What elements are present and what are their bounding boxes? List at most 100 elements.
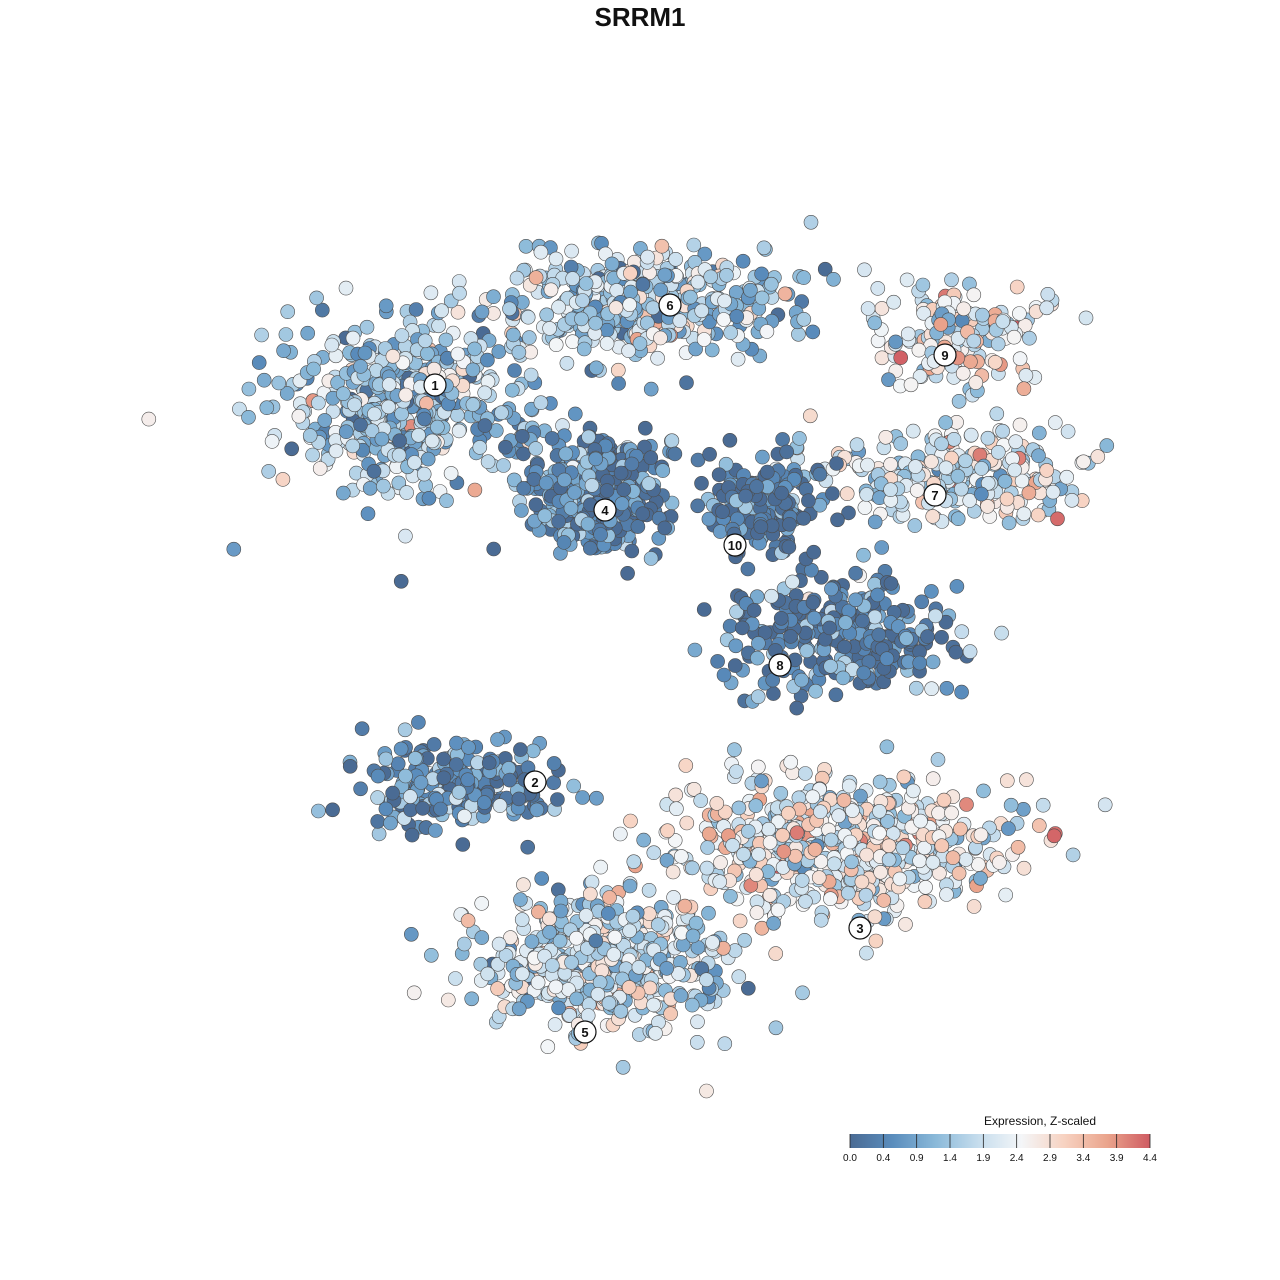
cell-point-cluster-3 (898, 917, 913, 932)
cell-point-cluster-5 (684, 997, 700, 1013)
cell-point-cluster-5 (690, 1014, 705, 1030)
cell-point-cluster-2 (575, 790, 590, 805)
cell-point-cluster-1 (480, 352, 495, 368)
cell-point-cluster-7 (1045, 484, 1061, 500)
cell-point-cluster-6 (599, 336, 615, 351)
cell-point-cluster-2 (457, 808, 472, 824)
cell-point-cluster-5 (677, 898, 693, 914)
cell-point-cluster-1 (399, 485, 414, 500)
cell-point-cluster-8 (939, 680, 955, 696)
cell-point-cluster-3 (845, 803, 860, 818)
cell-point-cluster-10 (755, 449, 770, 465)
cell-point-cluster-2 (520, 839, 536, 855)
cell-point-cluster-5 (440, 992, 456, 1008)
cell-point-cluster-6 (533, 244, 549, 260)
cell-point-cluster-7 (1012, 417, 1028, 433)
cell-point-cluster-9 (1039, 300, 1054, 316)
cell-point-cluster-1 (408, 302, 424, 317)
cell-point-cluster-9 (911, 342, 927, 358)
cell-point-cluster-1 (226, 541, 242, 557)
cell-point-cluster-1 (391, 475, 407, 491)
cell-point-cluster-6 (717, 293, 732, 309)
cell-point-cluster-3 (748, 798, 764, 814)
cell-point-cluster-6 (668, 251, 684, 267)
cell-point-cluster-9 (933, 317, 949, 332)
cell-point-cluster-7 (802, 408, 818, 424)
cell-point-cluster-4 (635, 506, 651, 522)
cell-point-cluster-2 (411, 715, 426, 730)
cell-point-cluster-3 (953, 821, 968, 837)
cell-point-cluster-3 (868, 933, 884, 949)
cell-points-layer (141, 215, 1115, 1099)
cell-point-cluster-3 (876, 893, 892, 908)
cell-point-cluster-5 (547, 1017, 563, 1032)
cell-point-cluster-3 (740, 823, 756, 839)
cell-point-cluster-5 (514, 912, 530, 927)
colorbar-tick-label: 0.0 (843, 1153, 857, 1164)
cell-point-cluster-7 (1064, 492, 1080, 508)
cell-point-cluster-1 (279, 386, 295, 401)
cell-point-cluster-1 (241, 381, 257, 397)
cell-point-cluster-8 (751, 636, 766, 651)
colorbar: 0.0 0.4 0.9 1.4 1.9 2.4 2.9 3.4 3.9 4.4 (843, 1134, 1157, 1164)
cell-point-cluster-5 (737, 932, 752, 948)
cell-point-cluster-1 (450, 304, 466, 320)
cell-point-cluster-10 (738, 488, 753, 504)
cell-point-cluster-6 (679, 375, 694, 391)
cell-point-cluster-4 (584, 478, 600, 493)
cell-point-cluster-5 (622, 878, 638, 894)
cell-point-cluster-3 (813, 912, 829, 928)
cell-point-cluster-3 (925, 771, 941, 787)
cell-point-cluster-7 (1016, 506, 1032, 522)
cell-point-cluster-5 (456, 936, 472, 952)
cell-point-cluster-7 (950, 468, 966, 484)
cell-point-cluster-5 (606, 947, 622, 962)
cell-point-cluster-5 (621, 980, 637, 995)
cell-point-cluster-3 (1065, 847, 1081, 863)
cell-point-cluster-3 (859, 945, 874, 961)
cell-point-cluster-5 (602, 890, 617, 905)
cell-point-cluster-6 (635, 277, 651, 292)
cell-point-cluster-9 (1012, 351, 1028, 367)
cell-point-cluster-1 (504, 382, 520, 398)
svg-text:5: 5 (581, 1025, 588, 1040)
cell-point-cluster-1 (496, 458, 511, 473)
cell-point-cluster-3 (700, 840, 715, 855)
cell-point-cluster-3 (823, 891, 838, 907)
cell-point-cluster-6 (683, 289, 698, 305)
cell-point-cluster-3 (831, 808, 847, 824)
cell-point-cluster-3 (959, 797, 974, 812)
cell-point-cluster-8 (879, 651, 895, 667)
cell-point-cluster-3 (766, 915, 781, 931)
cell-point-cluster-4 (690, 452, 706, 468)
cell-point-cluster-1 (523, 367, 539, 383)
cell-point-cluster-2 (433, 801, 448, 817)
cell-point-cluster-1 (407, 455, 422, 470)
cell-point-cluster-1 (324, 337, 340, 353)
cell-point-cluster-8 (920, 629, 935, 644)
cell-point-cluster-7 (909, 483, 925, 498)
cell-point-cluster-3 (945, 850, 961, 866)
cell-point-cluster-6 (559, 355, 575, 371)
cell-point-cluster-1 (507, 363, 522, 378)
colorbar-tick-label: 0.4 (876, 1153, 890, 1164)
cell-point-cluster-2 (378, 751, 394, 767)
cell-point-cluster-8 (728, 638, 744, 654)
cell-point-cluster-3 (917, 894, 933, 910)
cell-point-cluster-4 (551, 514, 566, 529)
cell-point-cluster-2 (428, 823, 443, 838)
cell-point-cluster-8 (740, 561, 756, 577)
cell-point-cluster-3 (992, 855, 1007, 870)
cell-point-cluster-4 (537, 508, 553, 524)
cell-point-cluster-7 (878, 429, 894, 445)
cell-point-cluster-8 (828, 687, 844, 703)
cell-point-cluster-3 (612, 826, 628, 842)
cell-point-cluster-5 (569, 991, 584, 1007)
cell-point-cluster-7 (883, 457, 898, 472)
cell-point-cluster-6 (511, 344, 527, 360)
cell-point-cluster-3 (934, 838, 950, 854)
cell-point-cluster-4 (514, 428, 530, 444)
cell-point-cluster-6 (611, 376, 626, 391)
cell-point-cluster-3 (748, 867, 764, 882)
